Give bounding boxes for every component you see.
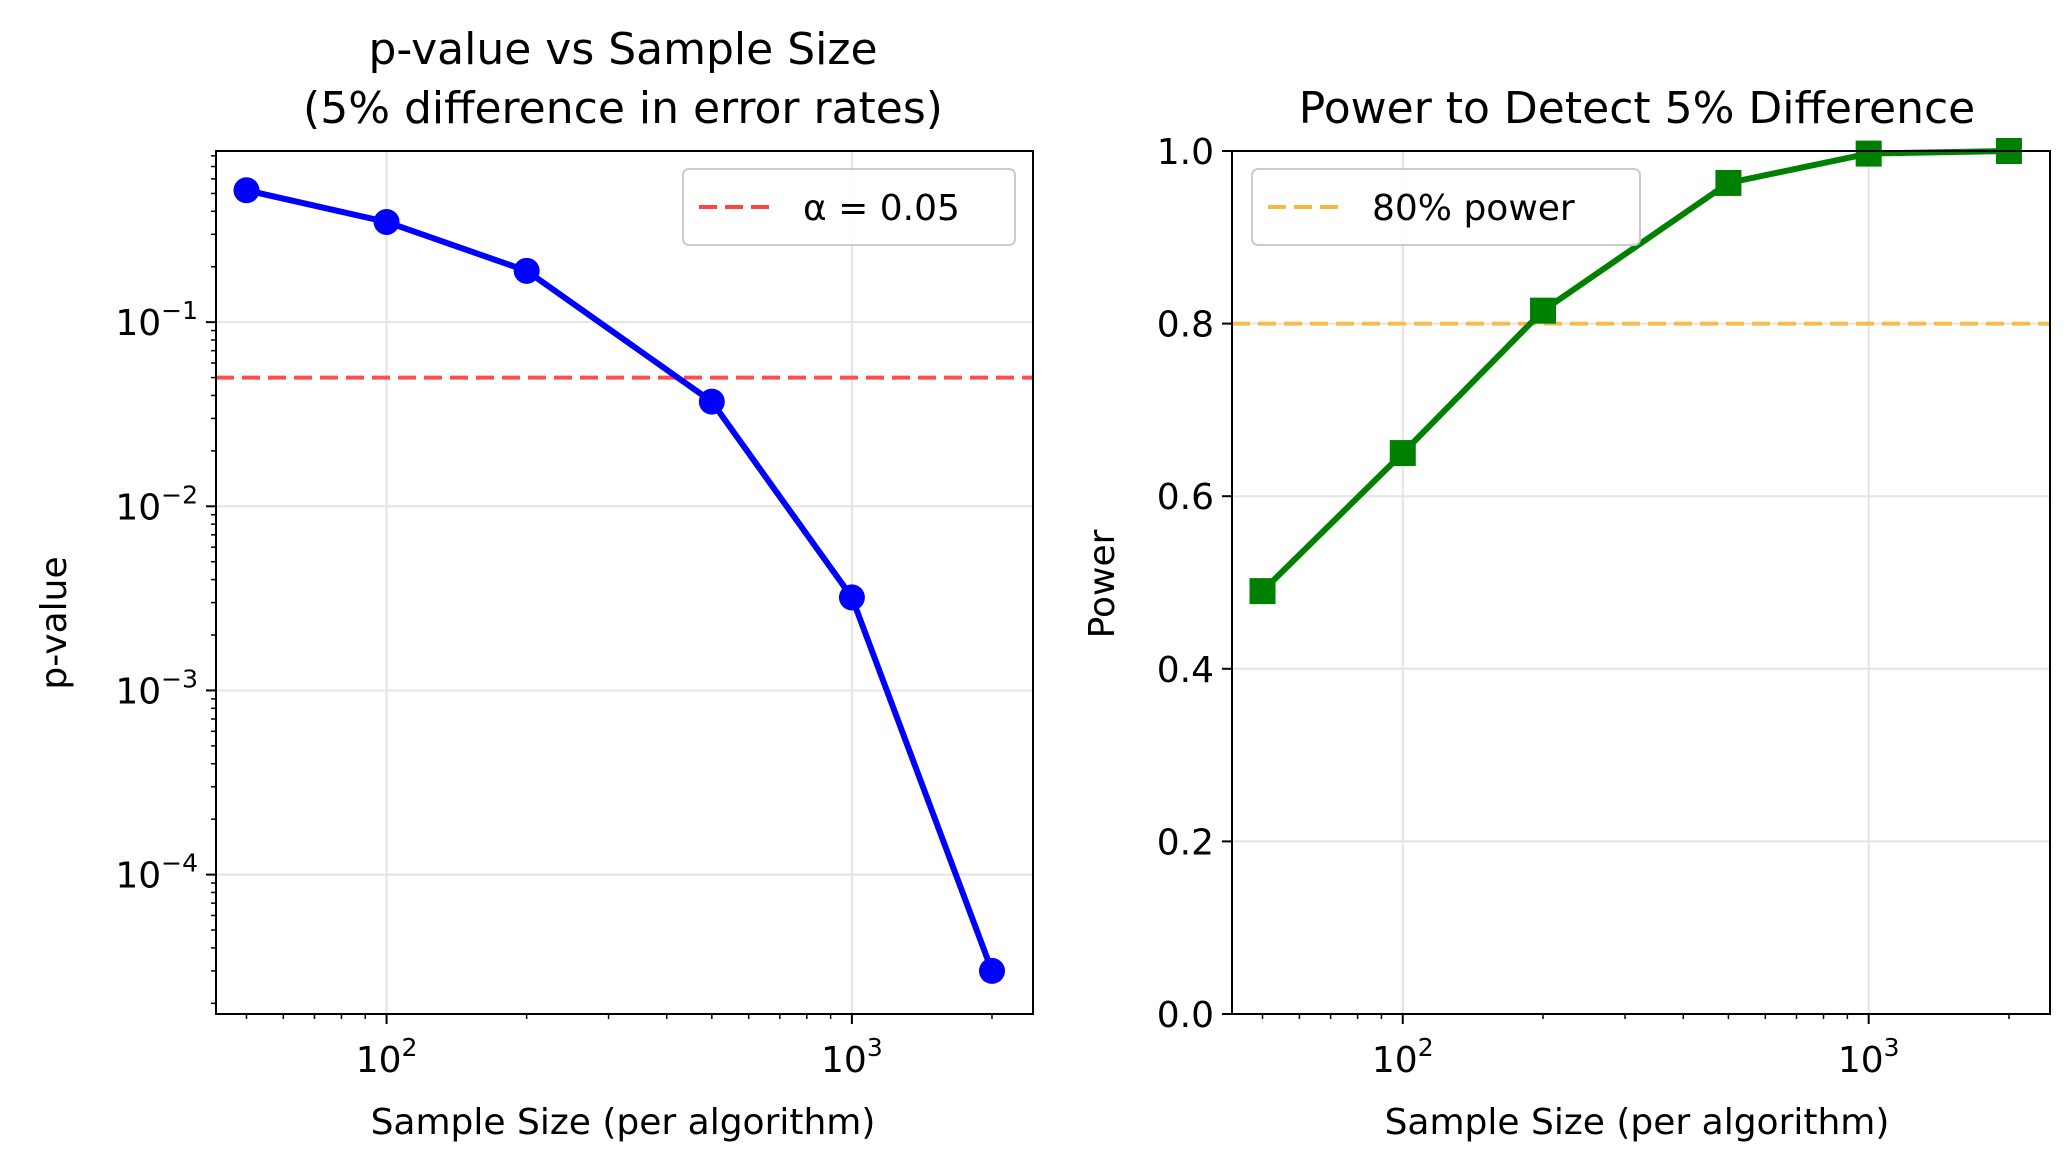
data-point-1 bbox=[1389, 440, 1416, 467]
axes-frame bbox=[215, 150, 1034, 1015]
y-tick-label-3: 0.6 bbox=[1157, 477, 1214, 518]
power-chart: Power to Detect 5% Difference Sample Siz… bbox=[1082, 83, 2051, 1143]
data-point-2 bbox=[1530, 297, 1557, 324]
data-point-3 bbox=[1715, 169, 1742, 196]
pvalue-chart-title-line1: p-value vs Sample Size bbox=[368, 24, 877, 75]
pvalue-chart-axes: 102 103 10−1 10−2 10−3 10−4 bbox=[115, 150, 1034, 1081]
y-tick-label-1: 10−2 bbox=[115, 480, 198, 528]
legend-box bbox=[682, 168, 1016, 246]
legend-box bbox=[1251, 168, 1641, 246]
y-tick-label-3: 10−4 bbox=[115, 849, 198, 897]
pvalue-chart-ylabel: p-value bbox=[34, 556, 75, 689]
legend-label-power: 80% power bbox=[1372, 188, 1575, 229]
data-point-4 bbox=[838, 584, 865, 611]
data-point-3 bbox=[698, 388, 725, 415]
data-point-0 bbox=[1249, 578, 1276, 605]
data-point-4 bbox=[1855, 140, 1882, 167]
pvalue-chart-xlabel: Sample Size (per algorithm) bbox=[371, 1102, 876, 1143]
pvalue-chart-legend: α = 0.05 bbox=[682, 168, 1016, 246]
data-point-1 bbox=[373, 208, 400, 235]
data-point-2 bbox=[513, 257, 540, 284]
y-tick-label-1: 0.2 bbox=[1157, 822, 1214, 863]
x-tick-label-0: 102 bbox=[1372, 1033, 1434, 1081]
y-tick-label-0: 0.0 bbox=[1157, 995, 1214, 1036]
power-chart-legend: 80% power bbox=[1251, 168, 1641, 246]
legend-label-alpha: α = 0.05 bbox=[803, 188, 960, 229]
data-point-0 bbox=[233, 177, 260, 204]
y-tick-label-5: 1.0 bbox=[1157, 132, 1214, 173]
pvalue-chart-title-line2: (5% difference in error rates) bbox=[303, 83, 943, 134]
power-chart-ylabel: Power bbox=[1082, 529, 1123, 638]
power-chart-axes: 102 103 0.0 0.2 0.4 0.6 0.8 1.0 bbox=[1157, 132, 2051, 1081]
x-tick-label-1: 103 bbox=[821, 1033, 883, 1081]
power-chart-title: Power to Detect 5% Difference bbox=[1299, 83, 1976, 134]
y-tick-label-2: 0.4 bbox=[1157, 650, 1214, 691]
y-tick-label-0: 10−1 bbox=[115, 296, 198, 344]
power-chart-series bbox=[1249, 138, 2022, 605]
pvalue-chart: p-value vs Sample Size (5% difference in… bbox=[34, 24, 1034, 1143]
y-tick-label-2: 10−3 bbox=[115, 664, 198, 712]
x-tick-label-1: 103 bbox=[1838, 1033, 1900, 1081]
data-point-5 bbox=[978, 957, 1005, 984]
x-tick-label-0: 102 bbox=[356, 1033, 418, 1081]
pvalue-chart-series bbox=[233, 177, 1005, 984]
series-line bbox=[245, 187, 995, 972]
y-tick-label-4: 0.8 bbox=[1157, 305, 1214, 346]
axes-frame bbox=[1231, 150, 2051, 1015]
series-line bbox=[1260, 148, 2009, 594]
pvalue-chart-grid bbox=[216, 151, 1033, 1014]
power-chart-xlabel: Sample Size (per algorithm) bbox=[1385, 1102, 1890, 1143]
